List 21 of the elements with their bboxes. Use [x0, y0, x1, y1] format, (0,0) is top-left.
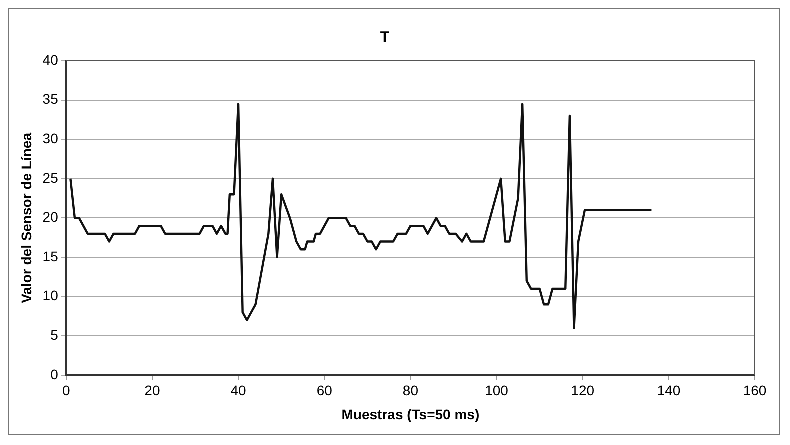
- y-tick-label: 25: [42, 170, 59, 186]
- x-tick-label: 0: [62, 382, 70, 399]
- y-tick-label: 30: [42, 130, 59, 146]
- y-tick-label: 0: [50, 366, 59, 382]
- x-tick-label: 100: [485, 382, 509, 399]
- y-axis-title: Valor del Sensor de Línea: [18, 132, 34, 304]
- x-tick-label: 80: [402, 382, 419, 399]
- x-tick-label: 60: [316, 382, 333, 399]
- x-tick-label: 140: [657, 382, 681, 399]
- y-tick-label: 5: [50, 326, 59, 343]
- x-tick-label: 120: [571, 382, 595, 399]
- y-tick-label: 40: [42, 52, 59, 68]
- chart-title: T: [380, 29, 390, 46]
- x-axis-title: Muestras (Ts=50 ms): [342, 406, 480, 422]
- y-tick-label: 35: [42, 91, 59, 108]
- y-tick-label: 20: [42, 209, 59, 226]
- y-tick-label: 15: [42, 248, 59, 264]
- y-tick-label: 10: [42, 288, 59, 304]
- x-tick-label: 160: [743, 382, 767, 399]
- x-tick-label: 40: [230, 382, 247, 399]
- x-tick-label: 20: [144, 382, 160, 399]
